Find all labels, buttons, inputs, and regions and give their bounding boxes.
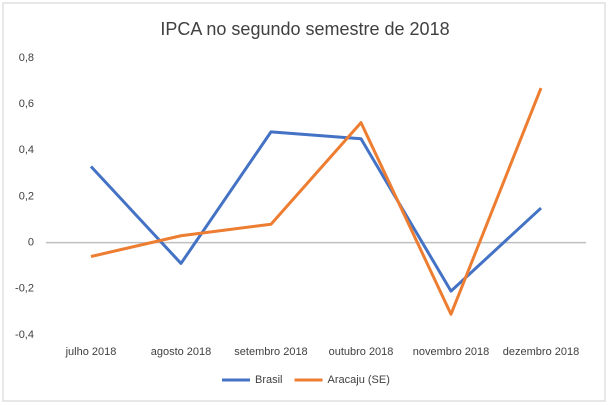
y-tick-label: -0,2	[15, 283, 34, 295]
y-tick-label: 0,8	[19, 52, 34, 64]
chart-frame	[2, 2, 606, 402]
x-tick-label: outubro 2018	[329, 346, 394, 358]
y-tick-label: 0,4	[19, 144, 34, 156]
x-tick-label: agosto 2018	[151, 346, 212, 358]
y-tick-label: 0	[28, 237, 34, 249]
chart-title: IPCA no segundo semestre de 2018	[160, 19, 449, 39]
x-tick-label: setembro 2018	[234, 346, 307, 358]
x-tick-label: novembro 2018	[413, 346, 489, 358]
y-tick-label: 0,6	[19, 98, 34, 110]
x-tick-label: julho 2018	[65, 346, 117, 358]
y-tick-label: 0,2	[19, 190, 34, 202]
legend-label: Brasil	[255, 374, 283, 386]
y-tick-label: -0,4	[15, 329, 34, 341]
series-line	[90, 87, 543, 316]
legend-label: Aracaju (SE)	[328, 374, 390, 386]
x-tick-label: dezembro 2018	[503, 346, 579, 358]
